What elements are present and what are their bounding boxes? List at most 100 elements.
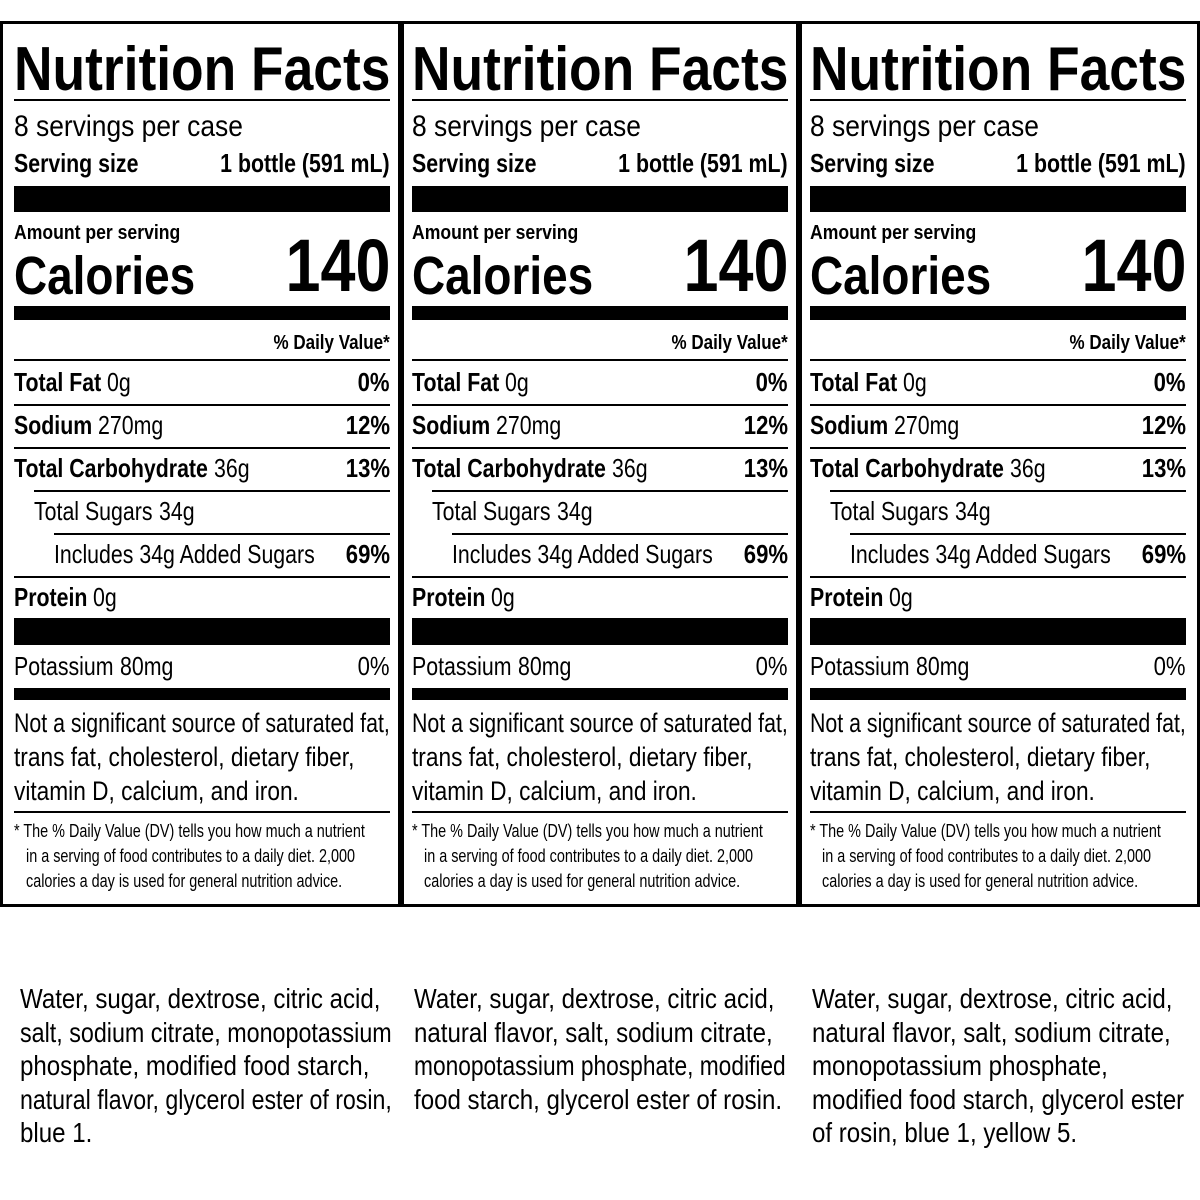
rule	[830, 490, 1186, 492]
ingredients-text: Water, sugar, dextrose, citric acid,	[414, 983, 775, 1015]
rule	[412, 186, 788, 212]
ingredients-text: monopotassium phosphate,	[812, 1050, 1108, 1082]
not-significant-text: Not a significant source of saturated fa…	[810, 707, 1186, 738]
nutrient-name: Sodium	[14, 410, 93, 441]
nutrient-dv: 12%	[1141, 410, 1186, 441]
rule	[412, 811, 788, 813]
ingredients-text: natural flavor, glycerol ester of rosin,	[20, 1083, 392, 1115]
nutrient-amount: 0g	[903, 367, 927, 398]
label-title: Nutrition Facts	[14, 34, 391, 104]
rule	[810, 99, 1186, 101]
ingredients-text: modified food starch, glycerol ester	[812, 1083, 1185, 1115]
rule	[850, 533, 1186, 535]
servings: 8 servings per case	[412, 110, 641, 143]
nutrient-name: Protein	[810, 582, 884, 613]
rule	[412, 306, 788, 320]
not-significant-text: vitamin D, calcium, and iron.	[14, 775, 299, 806]
nutrient-name: Total Fat	[810, 367, 898, 398]
rule	[14, 688, 390, 700]
footnote-text: calories a day is used for general nutri…	[424, 871, 741, 892]
nutrient-amount: 270mg	[496, 410, 562, 441]
calories-value: 140	[1081, 223, 1186, 307]
nutrient-name: Protein	[412, 582, 486, 613]
rule	[810, 359, 1186, 361]
ingredients-text: Water, sugar, dextrose, citric acid,	[20, 983, 381, 1015]
nutrient-dv: 69%	[345, 539, 390, 570]
rule	[810, 811, 1186, 813]
footnote-text: in a serving of food contributes to a da…	[424, 846, 754, 867]
nutrient-amount: 0g	[491, 582, 516, 613]
calories-value: 140	[285, 223, 390, 307]
nutrient-amount: 80mg	[119, 651, 173, 682]
not-significant-text: trans fat, cholesterol, dietary fiber,	[14, 741, 355, 772]
nutrient-amount: 36g	[611, 453, 648, 484]
nutrient-dv: 13%	[345, 453, 390, 484]
ingredients-text: phosphate, modified food starch,	[20, 1050, 370, 1082]
rule	[14, 576, 390, 578]
ingredients-text: of rosin, blue 1, yellow 5.	[812, 1117, 1078, 1149]
ingredients-text: Water, sugar, dextrose, citric acid,	[812, 983, 1173, 1015]
rule	[810, 186, 1186, 212]
nutrient-amount: 0g	[889, 582, 914, 613]
ingredients-text: natural flavor, salt, sodium citrate,	[414, 1016, 773, 1048]
rule	[810, 447, 1186, 449]
servings: 8 servings per case	[810, 110, 1039, 143]
rule	[810, 306, 1186, 320]
label-title: Nutrition Facts	[810, 34, 1187, 104]
amount-per-serving: Amount per serving	[810, 222, 977, 244]
rule	[810, 404, 1186, 406]
nutrient-dv: 0%	[1154, 367, 1186, 398]
footnote-text: calories a day is used for general nutri…	[26, 871, 343, 892]
rule	[14, 447, 390, 449]
ingredients-text: monopotassium phosphate, modified	[414, 1050, 786, 1082]
label-box	[398, 21, 802, 907]
not-significant-text: Not a significant source of saturated fa…	[14, 707, 390, 738]
rule	[810, 688, 1186, 700]
nutrient-dv: 13%	[743, 453, 788, 484]
not-significant-text: Not a significant source of saturated fa…	[412, 707, 788, 738]
rule	[14, 811, 390, 813]
nutrient-name: Includes 34g Added Sugars	[850, 539, 1111, 570]
not-significant-text: vitamin D, calcium, and iron.	[810, 775, 1095, 806]
label-box	[0, 21, 404, 907]
nutrient-name: Includes 34g Added Sugars	[54, 539, 315, 570]
not-significant-text: trans fat, cholesterol, dietary fiber,	[412, 741, 753, 772]
nutrient-amount: 80mg	[915, 651, 969, 682]
serving-size-value: 1 bottle (591 mL)	[618, 148, 788, 179]
nutrient-name: Potassium	[14, 651, 114, 682]
servings: 8 servings per case	[14, 110, 243, 143]
nutrient-dv: 12%	[743, 410, 788, 441]
nutrient-amount: 0g	[505, 367, 529, 398]
nutrient-name: Total Sugars	[830, 496, 949, 527]
nutrient-dv: 13%	[1141, 453, 1186, 484]
serving-size-label: Serving size	[412, 148, 537, 179]
rule	[412, 576, 788, 578]
rule	[412, 688, 788, 700]
nutrient-name: Protein	[14, 582, 88, 613]
rule	[14, 404, 390, 406]
footnote-text: * The % Daily Value (DV) tells you how m…	[810, 821, 1161, 842]
nutrient-name: Potassium	[810, 651, 910, 682]
nutrient-dv: 0%	[358, 651, 390, 682]
rule	[452, 533, 788, 535]
nutrient-name: Total Carbohydrate	[810, 453, 1004, 484]
rule	[14, 186, 390, 212]
rule	[412, 359, 788, 361]
calories-value: 140	[683, 223, 788, 307]
nutrient-amount: 270mg	[894, 410, 960, 441]
nutrient-amount: 0g	[107, 367, 131, 398]
nutrient-name: Total Fat	[14, 367, 102, 398]
footnote-text: in a serving of food contributes to a da…	[822, 846, 1152, 867]
nutrient-name: Total Carbohydrate	[14, 453, 208, 484]
nutrient-amount: 0g	[93, 582, 118, 613]
nutrient-dv: 0%	[756, 367, 788, 398]
serving-size-value: 1 bottle (591 mL)	[1016, 148, 1186, 179]
ingredients-text: food starch, glycerol ester of rosin.	[414, 1083, 783, 1115]
nutrient-name: Total Fat	[412, 367, 500, 398]
label-box	[796, 21, 1200, 907]
nutrient-dv: 0%	[1154, 651, 1186, 682]
nutrient-dv: 69%	[743, 539, 788, 570]
ingredients-text: salt, sodium citrate, monopotassium	[20, 1016, 392, 1048]
nutrient-dv: 0%	[358, 367, 390, 398]
